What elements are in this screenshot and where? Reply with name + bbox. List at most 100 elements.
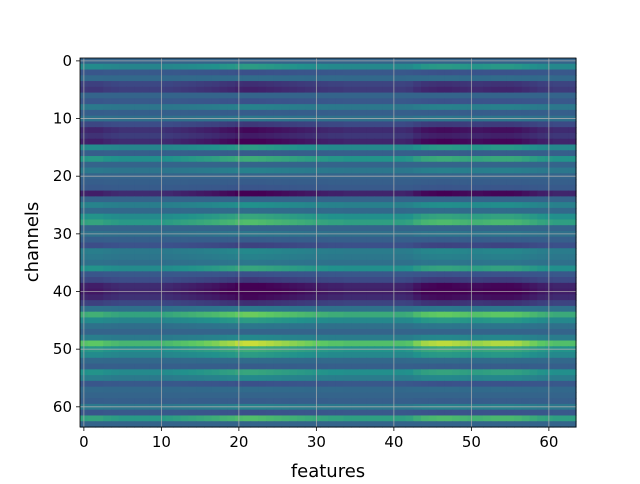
heatmap-cell: [204, 236, 213, 244]
heatmap-cell: [103, 242, 112, 249]
heatmap-cell: [405, 121, 414, 128]
heatmap-cell: [180, 375, 190, 382]
heatmap-cell: [366, 144, 376, 151]
heatmap-cell: [149, 219, 159, 226]
heatmap-cell: [552, 421, 562, 428]
heatmap-cell: [258, 225, 267, 232]
heatmap-cell: [281, 305, 290, 313]
heatmap-cell: [436, 225, 445, 232]
heatmap-cell: [242, 242, 252, 249]
heatmap-cell: [180, 213, 190, 221]
heatmap-cell: [304, 104, 314, 111]
heatmap-cell: [320, 63, 329, 71]
heatmap-cell: [529, 380, 538, 388]
heatmap-cell: [444, 225, 453, 232]
heatmap-cell: [374, 81, 383, 88]
heatmap-cell: [188, 282, 197, 290]
heatmap-cell: [304, 409, 314, 417]
heatmap-cell: [227, 109, 236, 117]
heatmap-cell: [118, 92, 128, 99]
heatmap-cell: [490, 242, 500, 249]
heatmap-cell: [335, 282, 345, 290]
heatmap-cell: [95, 109, 104, 117]
heatmap-cell: [204, 363, 213, 370]
heatmap-cell: [351, 305, 360, 313]
heatmap-cell: [366, 98, 376, 105]
heatmap-cell: [405, 75, 414, 82]
heatmap-cell: [134, 138, 143, 146]
heatmap-cell: [366, 265, 376, 272]
heatmap-cell: [149, 409, 159, 417]
heatmap-cell: [444, 323, 453, 330]
heatmap-cell: [568, 190, 577, 197]
heatmap-cell: [351, 392, 360, 399]
heatmap-cell: [95, 311, 104, 319]
heatmap-cell: [87, 259, 97, 267]
heatmap-cell: [149, 81, 159, 88]
heatmap-cell: [475, 184, 484, 192]
heatmap-cell: [475, 121, 484, 128]
heatmap-cell: [242, 380, 252, 388]
heatmap-cell: [552, 398, 562, 405]
heatmap-cell: [397, 294, 407, 301]
heatmap-cell: [421, 167, 430, 174]
heatmap-cell: [134, 81, 143, 88]
heatmap-cell: [537, 259, 546, 267]
heatmap-cell: [514, 213, 523, 221]
heatmap-cell: [328, 259, 337, 267]
heatmap-cell: [459, 69, 469, 76]
heatmap-cell: [359, 156, 368, 163]
heatmap-cell: [405, 236, 414, 244]
heatmap-cell: [343, 104, 352, 111]
heatmap-cell: [444, 363, 453, 370]
heatmap-cell: [149, 294, 159, 301]
heatmap-cell: [436, 69, 445, 76]
heatmap-cell: [351, 196, 360, 203]
heatmap-cell: [568, 265, 577, 272]
heatmap-cell: [304, 150, 314, 157]
heatmap-cell: [328, 63, 337, 71]
heatmap-cell: [95, 121, 104, 128]
heatmap-cell: [103, 265, 112, 272]
y-tick-label: 30: [53, 225, 72, 243]
heatmap-cell: [483, 282, 492, 290]
heatmap-cell: [351, 202, 360, 209]
heatmap-cell: [258, 213, 267, 221]
heatmap-cell: [560, 282, 569, 290]
heatmap-cell: [149, 282, 159, 290]
heatmap-cell: [196, 409, 205, 417]
heatmap-cell: [397, 369, 407, 376]
heatmap-cell: [227, 340, 236, 347]
heatmap-cell: [173, 138, 182, 146]
heatmap-cell: [475, 92, 484, 99]
heatmap-cell: [188, 213, 197, 221]
heatmap-cell: [180, 156, 190, 163]
heatmap-cell: [382, 340, 391, 347]
heatmap-cell: [421, 398, 430, 405]
heatmap-cell: [421, 184, 430, 192]
heatmap-cell: [351, 213, 360, 221]
heatmap-cell: [165, 340, 174, 347]
heatmap-cell: [366, 282, 376, 290]
heatmap-cell: [103, 317, 112, 324]
heatmap-cell: [343, 156, 352, 163]
heatmap-cell: [374, 328, 383, 336]
heatmap-cell: [359, 334, 368, 342]
heatmap-cell: [103, 219, 112, 226]
heatmap-cell: [111, 132, 120, 140]
heatmap-cell: [297, 242, 306, 249]
heatmap-cell: [405, 207, 414, 215]
heatmap-cell: [351, 380, 360, 388]
heatmap-cell: [180, 311, 190, 319]
heatmap-cell: [111, 248, 120, 255]
heatmap-cell: [297, 190, 306, 197]
heatmap-cell: [343, 317, 352, 324]
heatmap-cell: [366, 409, 376, 417]
heatmap-cell: [382, 63, 391, 71]
heatmap-cell: [514, 104, 523, 111]
heatmap-cell: [211, 317, 221, 324]
heatmap-cell: [289, 305, 298, 313]
heatmap-cell: [297, 340, 306, 347]
heatmap-cell: [196, 63, 205, 71]
heatmap-cell: [211, 409, 221, 417]
